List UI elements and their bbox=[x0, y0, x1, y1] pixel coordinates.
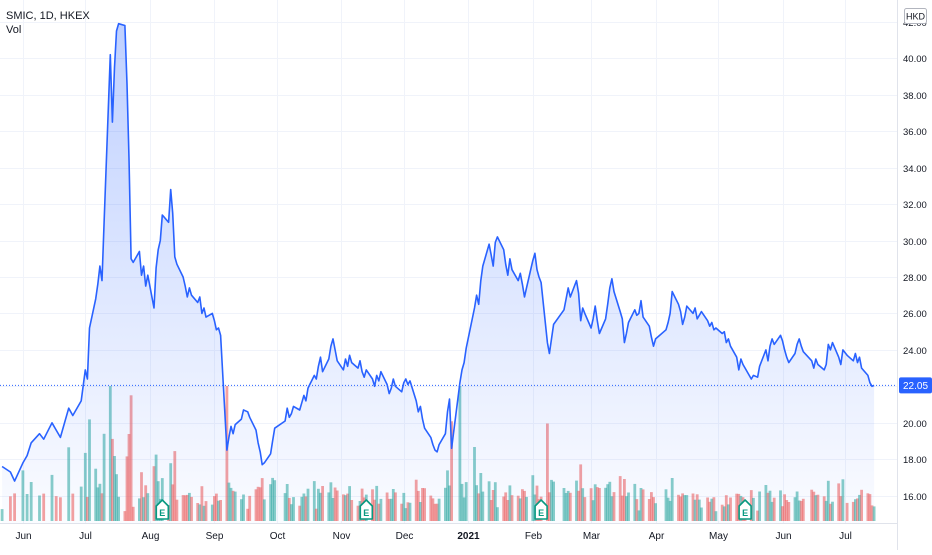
x-tick-label: Jul bbox=[79, 531, 92, 542]
x-tick-label: Apr bbox=[649, 531, 665, 542]
x-tick-label: Feb bbox=[525, 531, 543, 542]
x-tick-label: Jul bbox=[839, 531, 852, 542]
y-tick-label: 36.00 bbox=[903, 127, 927, 138]
symbol-title[interactable]: SMIC, 1D, HKEX bbox=[6, 10, 90, 22]
currency-label: HKD bbox=[906, 12, 926, 22]
x-tick-label: Sep bbox=[206, 531, 224, 542]
earnings-letter: E bbox=[363, 508, 369, 518]
volume-indicator-label[interactable]: Vol bbox=[6, 24, 22, 36]
chart-legend: SMIC, 1D, HKEX Vol bbox=[6, 9, 90, 37]
earnings-marker[interactable]: E bbox=[738, 499, 752, 520]
x-tick-label: Dec bbox=[396, 531, 414, 542]
y-tick-label: 30.00 bbox=[903, 237, 927, 248]
currency-badge[interactable]: HKD bbox=[904, 8, 927, 24]
earnings-marker[interactable]: E bbox=[155, 499, 170, 520]
y-tick-label: 38.00 bbox=[903, 91, 927, 102]
y-tick-label: 34.00 bbox=[903, 164, 927, 175]
y-tick-label: 18.00 bbox=[903, 455, 927, 466]
y-axis: 16.0018.0020.0022.0024.0026.0028.0030.00… bbox=[897, 0, 927, 550]
earnings-letter: E bbox=[159, 508, 165, 518]
x-tick-label: 2021 bbox=[457, 531, 480, 542]
y-tick-label: 26.00 bbox=[903, 309, 927, 320]
y-tick-label: 20.00 bbox=[903, 419, 927, 430]
x-tick-label: Nov bbox=[333, 531, 351, 542]
x-tick-label: Jun bbox=[15, 531, 31, 542]
x-axis: Jun Jul Aug Sep Oct Nov Dec 2021 Feb Mar Apr May Jun… bbox=[0, 523, 897, 542]
x-tick-label: Oct bbox=[270, 531, 286, 542]
x-tick-label: May bbox=[709, 531, 728, 542]
price-area-fill bbox=[2, 23, 875, 523]
price-line[interactable] bbox=[1, 22, 875, 482]
x-tick-label: Jun bbox=[775, 531, 791, 542]
earnings-letter: E bbox=[742, 508, 748, 518]
x-tick-label: Aug bbox=[142, 531, 160, 542]
last-price-label: 22.05 bbox=[903, 381, 928, 392]
price-area bbox=[1, 22, 875, 523]
x-tick-label: Mar bbox=[583, 531, 601, 542]
earnings-marker[interactable]: E bbox=[359, 499, 374, 520]
y-tick-label: 28.00 bbox=[903, 273, 927, 284]
y-tick-label: 24.00 bbox=[903, 346, 927, 357]
y-tick-label: 32.00 bbox=[903, 200, 927, 211]
y-tick-label: 16.00 bbox=[903, 492, 927, 503]
y-tick-label: 40.00 bbox=[903, 54, 927, 65]
last-price-tag: 22.05 bbox=[899, 377, 932, 394]
earnings-marker[interactable]: E bbox=[534, 499, 548, 520]
earnings-letter: E bbox=[538, 508, 544, 518]
